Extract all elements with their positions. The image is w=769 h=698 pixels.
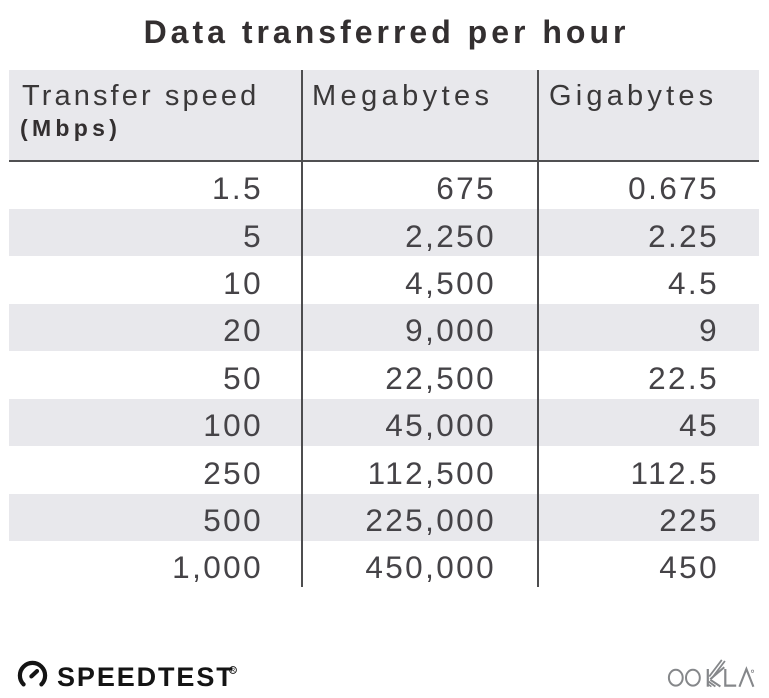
svg-text:R: R xyxy=(231,668,235,674)
